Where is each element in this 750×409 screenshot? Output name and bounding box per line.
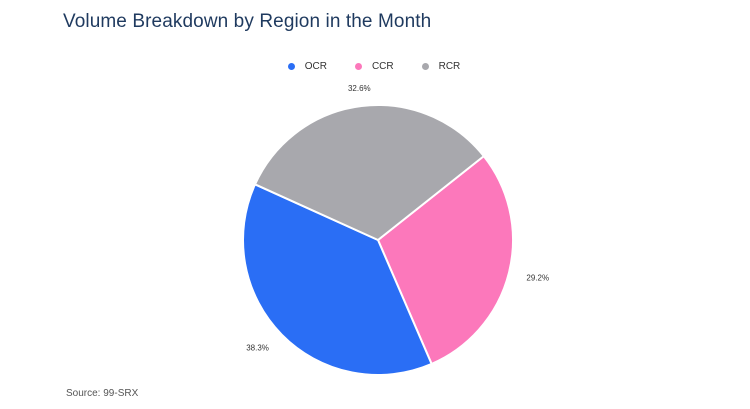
- chart-legend: OCR CCR RCR: [0, 61, 750, 72]
- source-note: Source: 99-SRX: [66, 388, 139, 399]
- data-label-ccr: 29.2%: [526, 273, 549, 282]
- pie-slice-rcr: [253, 104, 486, 242]
- legend-item-ocr: OCR: [287, 61, 327, 72]
- legend-item-ccr: CCR: [354, 61, 394, 72]
- data-label-rcr: 32.6%: [348, 84, 371, 93]
- legend-label-rcr: RCR: [438, 61, 461, 72]
- chart-title: Volume Breakdown by Region in the Month: [63, 11, 432, 32]
- legend-swatch-ccr: [354, 63, 362, 70]
- legend-swatch-ocr: [287, 63, 295, 70]
- pie-slice-ccr: [376, 154, 514, 366]
- legend-label-ocr: OCR: [304, 61, 327, 72]
- legend-swatch-rcr: [421, 63, 429, 70]
- legend-label-ccr: CCR: [371, 61, 394, 72]
- legend-item-rcr: RCR: [421, 61, 461, 72]
- pie-slice-ocr: [242, 182, 433, 376]
- data-label-ocr: 38.3%: [246, 343, 269, 352]
